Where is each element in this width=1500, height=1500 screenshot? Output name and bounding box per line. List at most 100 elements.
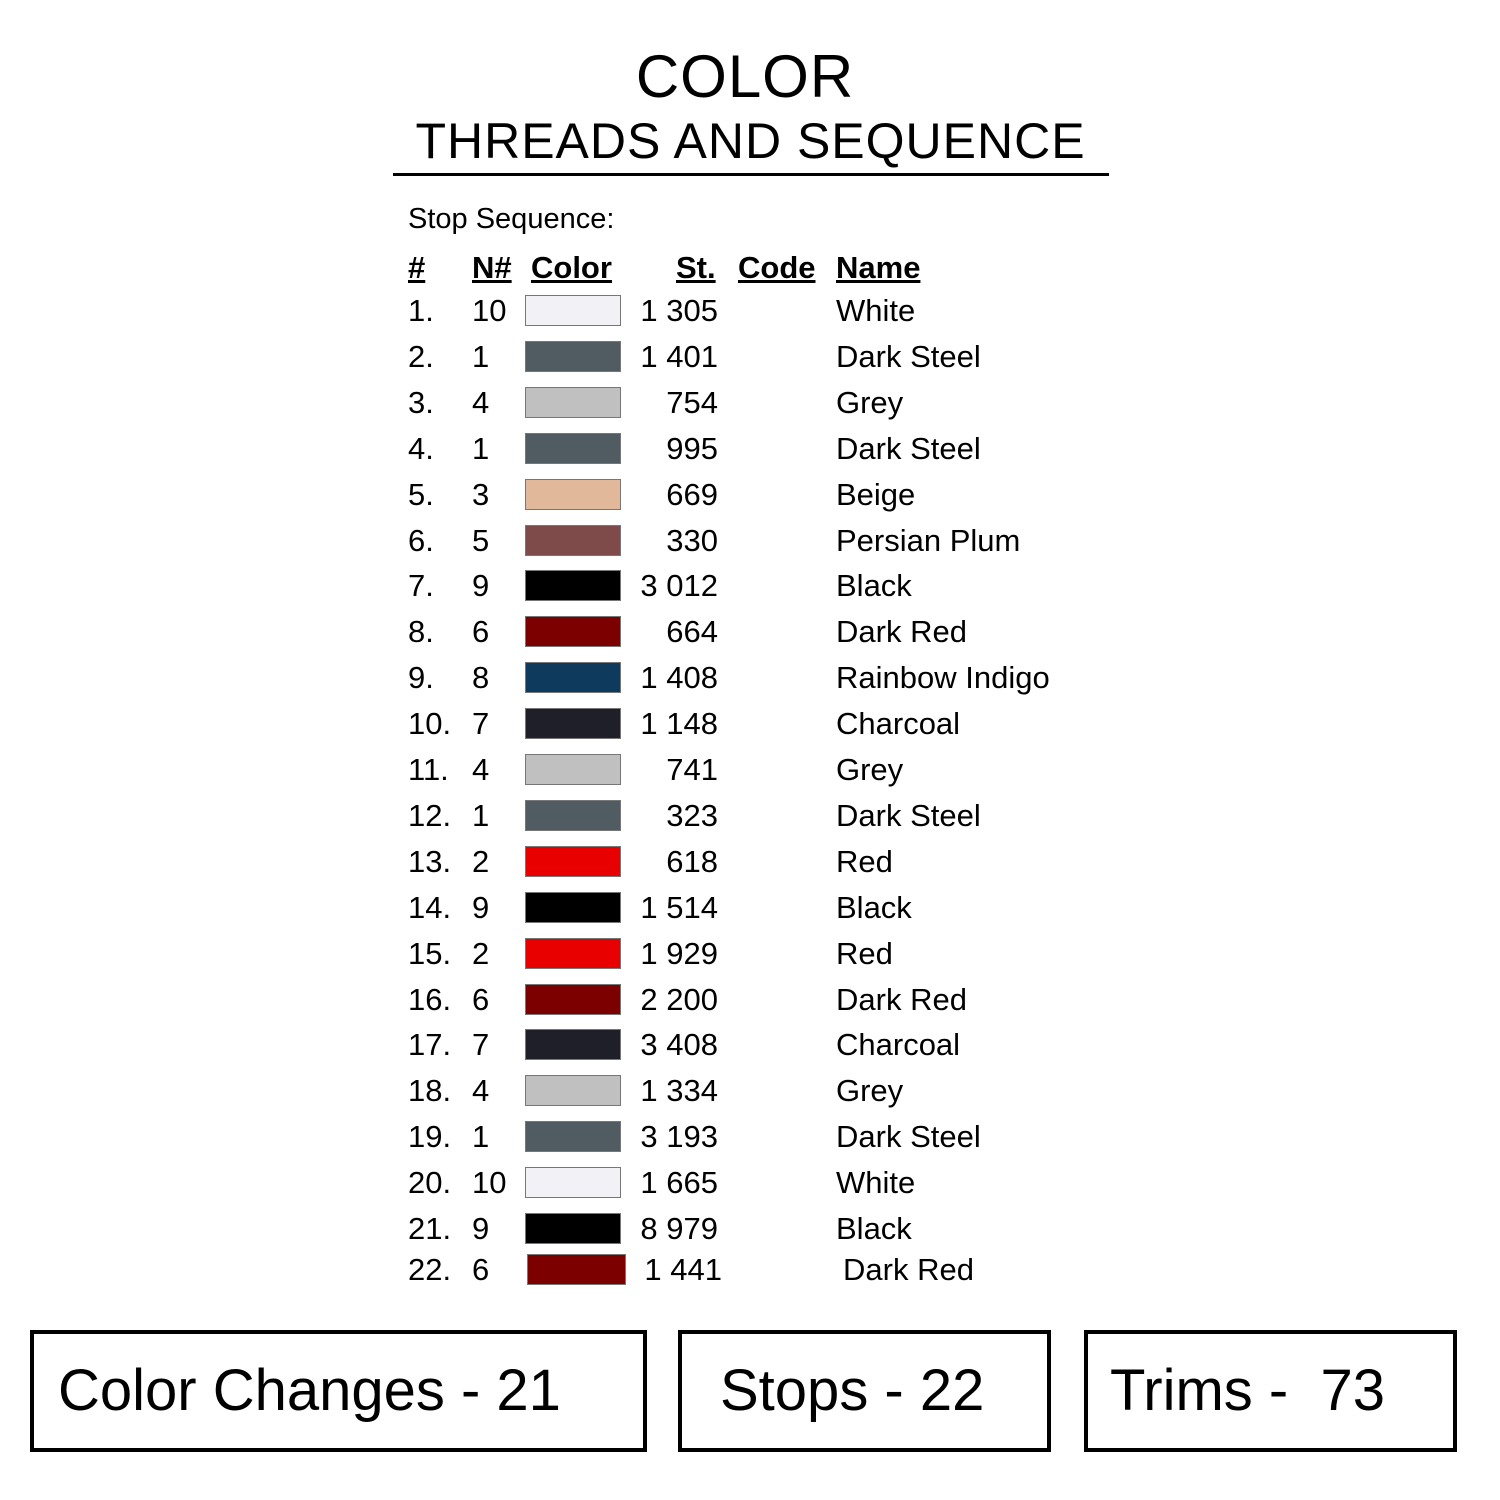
- table-row: 22. 6 1 441 Dark Red: [0, 1247, 1500, 1293]
- stitch-count: 8 979: [640, 1211, 718, 1246]
- needle-number: 2: [472, 935, 490, 971]
- stitch-count: 1 514: [640, 889, 718, 925]
- stitch-count: 323: [666, 797, 718, 833]
- table-row: 13. 2 618 Red: [0, 839, 1500, 885]
- needle-number: 10: [472, 293, 507, 328]
- trims-box: Trims - 73: [1084, 1330, 1457, 1452]
- table-row: 20. 10 1 665 White: [0, 1160, 1500, 1206]
- needle-number: 9: [472, 1211, 490, 1246]
- needle-number: 6: [472, 614, 490, 650]
- needle-number: 6: [472, 981, 490, 1017]
- table-row: 15. 2 1 929 Red: [0, 931, 1500, 977]
- row-number: 22.: [408, 1252, 452, 1287]
- stitch-count: 664: [666, 614, 718, 650]
- row-number: 18.: [408, 1073, 452, 1109]
- row-number: 13.: [408, 843, 452, 879]
- thread-name: Grey: [836, 752, 904, 787]
- needle-number: 4: [472, 1073, 490, 1109]
- thread-name: Dark Steel: [836, 1119, 981, 1155]
- thread-name: White: [836, 1165, 916, 1201]
- column-header-color: Color: [531, 250, 612, 285]
- needle-number: 1: [472, 1119, 490, 1155]
- stitch-count: 1 334: [640, 1073, 718, 1109]
- row-number: 10.: [408, 706, 452, 742]
- color-swatch: [525, 386, 621, 418]
- color-swatch: [525, 799, 621, 831]
- stitch-count: 1 929: [640, 935, 718, 971]
- stitch-count: 669: [666, 476, 718, 512]
- thread-name: Red: [836, 935, 893, 971]
- thread-name: White: [836, 293, 916, 328]
- stitch-count: 3 193: [640, 1119, 718, 1155]
- row-number: 15.: [408, 935, 452, 971]
- row-number: 12.: [408, 797, 452, 833]
- table-row: 7. 9 3 012 Black: [0, 563, 1500, 609]
- stitch-count: 754: [666, 384, 718, 420]
- column-header-number: #: [408, 250, 426, 285]
- color-swatch: [525, 524, 621, 556]
- thread-name: Dark Red: [843, 1252, 974, 1287]
- stitch-count: 618: [666, 843, 718, 879]
- needle-number: 7: [472, 706, 490, 742]
- table-row: 2. 1 1 401 Dark Steel: [0, 334, 1500, 380]
- thread-name: Black: [836, 568, 912, 604]
- stitch-count: 1 401: [640, 338, 718, 374]
- table-row: 4. 1 995 Dark Steel: [0, 426, 1500, 472]
- table-row: 6. 5 330 Persian Plum: [0, 518, 1500, 564]
- table-row: 21. 9 8 979 Black: [0, 1206, 1500, 1252]
- needle-number: 2: [472, 843, 490, 879]
- needle-number: 4: [472, 752, 490, 787]
- color-swatch: [525, 754, 621, 785]
- color-swatch: [527, 1254, 626, 1285]
- thread-name: Charcoal: [836, 706, 961, 742]
- table-row: 12. 1 323 Dark Steel: [0, 793, 1500, 839]
- stitch-count: 3 012: [640, 568, 718, 604]
- table-row: 14. 9 1 514 Black: [0, 885, 1500, 931]
- needle-number: 10: [472, 1165, 507, 1201]
- needle-number: 4: [472, 384, 490, 420]
- table-row: 9. 8 1 408 Rainbow Indigo: [0, 655, 1500, 701]
- table-row: 19. 1 3 193 Dark Steel: [0, 1114, 1500, 1160]
- column-header-name: Name: [836, 250, 921, 285]
- table-row: 16. 6 2 200 Dark Red: [0, 977, 1500, 1023]
- table-row: 17. 7 3 408 Charcoal: [0, 1022, 1500, 1068]
- stitch-count: 1 305: [640, 293, 718, 328]
- title-divider: [393, 173, 1109, 176]
- color-swatch: [525, 662, 621, 694]
- color-swatch: [525, 845, 621, 877]
- thread-name: Grey: [836, 384, 904, 420]
- needle-number: 1: [472, 797, 490, 833]
- needle-number: 8: [472, 660, 490, 696]
- row-number: 14.: [408, 889, 452, 925]
- color-swatch: [525, 708, 621, 740]
- table-row: 18. 4 1 334 Grey: [0, 1068, 1500, 1114]
- thread-name: Charcoal: [836, 1027, 961, 1063]
- row-number: 20.: [408, 1165, 452, 1201]
- thread-name: Red: [836, 843, 893, 879]
- row-number: 4.: [408, 430, 434, 466]
- stitch-count: 1 148: [640, 706, 718, 742]
- color-swatch: [525, 937, 621, 969]
- thread-name: Dark Steel: [836, 430, 981, 466]
- thread-name: Black: [836, 1211, 912, 1246]
- stops-box: Stops - 22: [678, 1330, 1051, 1452]
- row-number: 2.: [408, 338, 434, 374]
- color-swatch: [525, 983, 621, 1015]
- table-row: 8. 6 664 Dark Red: [0, 609, 1500, 655]
- needle-number: 7: [472, 1027, 490, 1063]
- stitch-count: 1 665: [640, 1165, 718, 1201]
- color-swatch: [525, 1075, 621, 1107]
- color-swatch: [525, 478, 621, 510]
- thread-name: Dark Steel: [836, 797, 981, 833]
- page-title: COLOR: [635, 43, 855, 110]
- color-swatch: [525, 1167, 621, 1199]
- row-number: 11.: [408, 752, 449, 787]
- stitch-count: 330: [666, 522, 718, 558]
- thread-name: Rainbow Indigo: [836, 660, 1050, 696]
- row-number: 19.: [408, 1119, 452, 1155]
- needle-number: 1: [472, 430, 490, 466]
- stitch-count: 1 441: [644, 1252, 722, 1287]
- table-row: 3. 4 754 Grey: [0, 380, 1500, 426]
- row-number: 21.: [408, 1211, 452, 1246]
- table-row: 10. 7 1 148 Charcoal: [0, 701, 1500, 747]
